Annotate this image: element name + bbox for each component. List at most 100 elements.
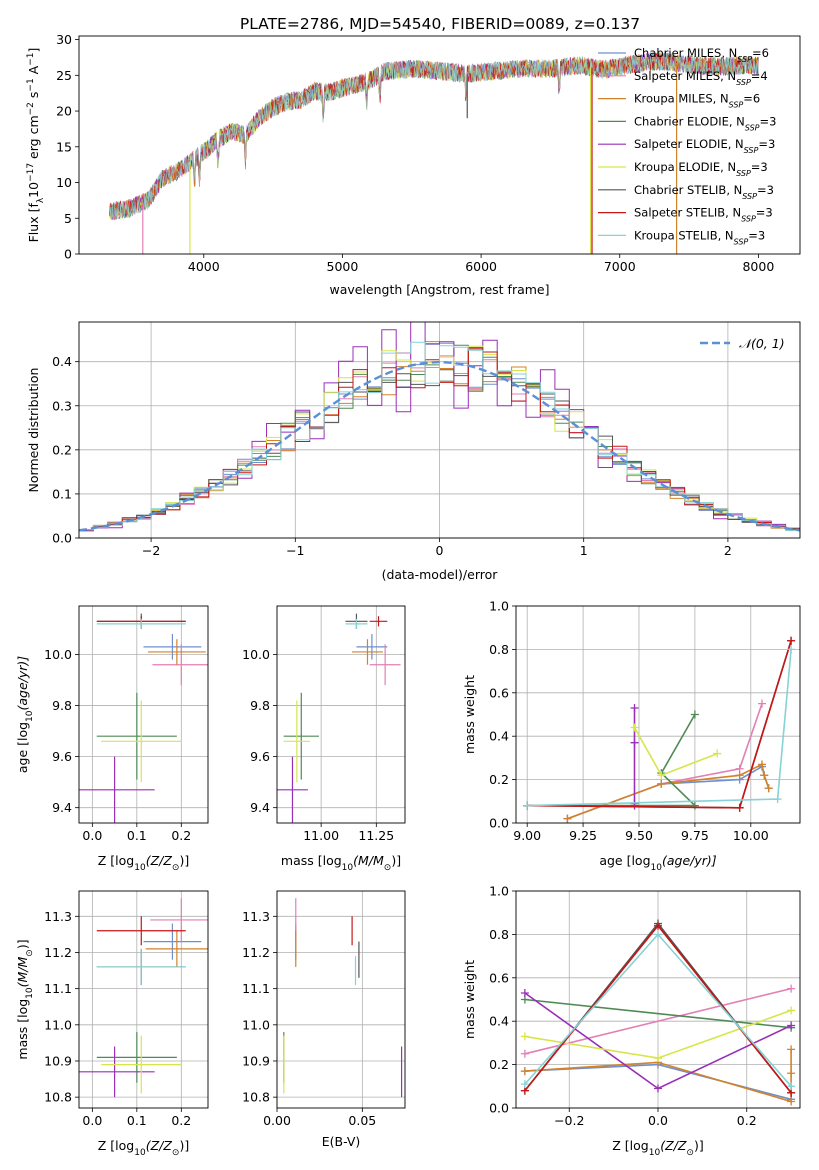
y-tick-label: 15 — [56, 139, 72, 154]
y-tick-label: 10.0 — [44, 647, 72, 662]
y-tick-label: 10.9 — [242, 1053, 270, 1068]
legend-entry-text: =6 — [743, 92, 760, 106]
axes-frame — [78, 605, 209, 824]
weight-marker — [787, 1006, 796, 1015]
x-tick-label: 0.2 — [171, 828, 191, 843]
spectrum-line — [109, 53, 759, 220]
x-tick-label: 0.0 — [82, 1113, 102, 1128]
x-tick-label: 5000 — [327, 259, 359, 274]
y-axis-label-part: ⊙ — [25, 949, 35, 957]
figure-title: PLATE=2786, MJD=54540, FIBERID=0089, z=0… — [240, 15, 640, 33]
y-tick-label: 0.8 — [489, 642, 509, 657]
axes-frame — [515, 890, 801, 1109]
x-axis-label-part: Z [log — [612, 1138, 648, 1153]
plot-area — [79, 322, 800, 532]
y-axis-label-part: age [log — [15, 722, 30, 773]
legend-entry: Chabrier STELIB, NSSP=3 — [634, 183, 774, 201]
y-tick-label: 9.8 — [52, 698, 72, 713]
y-tick-label: 0.0 — [489, 816, 509, 831]
y-axis-label-part: −17 — [26, 163, 36, 182]
x-axis-label-part: 10 — [342, 863, 354, 873]
y-tick-label: 20 — [56, 104, 72, 119]
weight-marker — [563, 814, 572, 823]
x-axis-label-part: (Z/Z — [146, 853, 173, 868]
legend-entry-text: Chabrier ELODIE, N — [634, 114, 745, 128]
x-axis-label-part: )] — [694, 1138, 704, 1153]
weight-marker — [523, 801, 532, 810]
x-tick-label: 0.05 — [348, 1113, 376, 1128]
plot-area — [277, 613, 401, 823]
weight-marker — [713, 749, 722, 758]
legend-entry: Kroupa ELODIE, NSSP=3 — [634, 160, 768, 178]
legend-entry-sub: SSP — [745, 123, 760, 132]
x-tick-label: 10.00 — [733, 828, 769, 843]
y-tick-label: 0.8 — [489, 927, 509, 942]
x-axis-label-part: Z [log — [98, 1138, 134, 1153]
y-tick-label: 0.2 — [489, 1057, 509, 1072]
x-tick-label: 9.50 — [625, 828, 653, 843]
legend-entry: Chabrier MILES, NSSP=6 — [634, 46, 769, 64]
x-tick-label: 0.00 — [263, 1113, 291, 1128]
y-tick-label: 9.6 — [52, 749, 72, 764]
weight-vs-metallicity-panel: −0.2 0.0 0.2 0.0 0.2 0.4 0.6 0.8 1.0 Z [log10(Z/Z… — [462, 884, 801, 1158]
legend-entry-text: =3 — [758, 137, 775, 151]
legend-entry-text: =3 — [748, 228, 765, 242]
x-axis-label-part: ⊙ — [172, 1148, 180, 1158]
plot-area — [79, 613, 208, 823]
x-tick-label: 0.0 — [82, 828, 102, 843]
weight-line — [527, 714, 697, 807]
weight-marker — [630, 738, 639, 747]
x-tick-label: −2 — [142, 543, 160, 558]
plot-area — [523, 636, 796, 823]
weight-marker — [787, 636, 796, 645]
x-tick-label: 11.25 — [358, 828, 394, 843]
y-tick-label: 10 — [56, 175, 72, 190]
x-axis-label-part: ⊙ — [172, 863, 180, 873]
legend-entry-text: =3 — [756, 206, 773, 220]
y-axis-label-part: 10 — [25, 710, 35, 722]
y-tick-label: 0.0 — [489, 1101, 509, 1116]
legend-entry-sub: SSP — [741, 214, 756, 223]
weight-marker — [735, 771, 744, 780]
x-axis-label-part: (M/M — [353, 853, 384, 868]
y-axis-label-part: ] — [26, 48, 41, 53]
weight-marker — [760, 771, 769, 780]
x-tick-label: 9.25 — [569, 828, 597, 843]
mass-vs-metallicity-panel: 0.0 0.1 0.210.810.911.011.111.211.3Z [log1… — [15, 890, 209, 1158]
x-axis-label: mass [log10(M/M⊙)] — [281, 853, 401, 873]
weight-marker — [630, 723, 639, 732]
x-axis-label: Z [log10(Z/Z⊙)] — [98, 1138, 189, 1158]
weight-line — [527, 640, 792, 809]
y-tick-label: 0.3 — [52, 398, 72, 413]
x-axis-label-part: 10 — [134, 1148, 146, 1158]
y-tick-label: 11.0 — [242, 1017, 270, 1032]
x-axis-label-part: mass [log — [281, 853, 342, 868]
weight-marker — [630, 703, 639, 712]
x-axis-label-part: )] — [179, 1138, 189, 1153]
y-tick-label: 11.3 — [242, 909, 270, 924]
weight-marker — [787, 1021, 796, 1030]
x-tick-label: 1 — [580, 543, 588, 558]
weight-marker — [520, 1032, 529, 1041]
legend-entry: Salpeter MILES, NSSP=4 — [634, 69, 768, 87]
legend-entry-text: =3 — [757, 183, 774, 197]
axes-frame — [515, 605, 801, 824]
axes-frame — [276, 890, 406, 1109]
y-axis-label-part: A — [26, 65, 41, 78]
weight-marker — [654, 921, 662, 930]
weight-marker — [657, 779, 666, 788]
y-tick-label: 1.0 — [489, 884, 509, 899]
weight-line — [527, 649, 792, 807]
y-axis-label-part: 10 — [26, 182, 41, 198]
legend-entry-sub: SSP — [729, 100, 744, 109]
x-tick-label: −0.2 — [554, 1113, 584, 1128]
x-axis-label-part: )] — [179, 853, 189, 868]
legend-entry: Salpeter ELODIE, NSSP=3 — [634, 137, 775, 155]
legend-entry-sub: SSP — [734, 237, 749, 246]
x-tick-label: 2 — [724, 543, 732, 558]
weight-line — [567, 765, 770, 820]
y-tick-label: 0.4 — [489, 729, 509, 744]
axes-frame — [276, 605, 406, 824]
weight-marker — [520, 1067, 529, 1076]
legend-entry-text: Chabrier STELIB, N — [634, 183, 742, 197]
